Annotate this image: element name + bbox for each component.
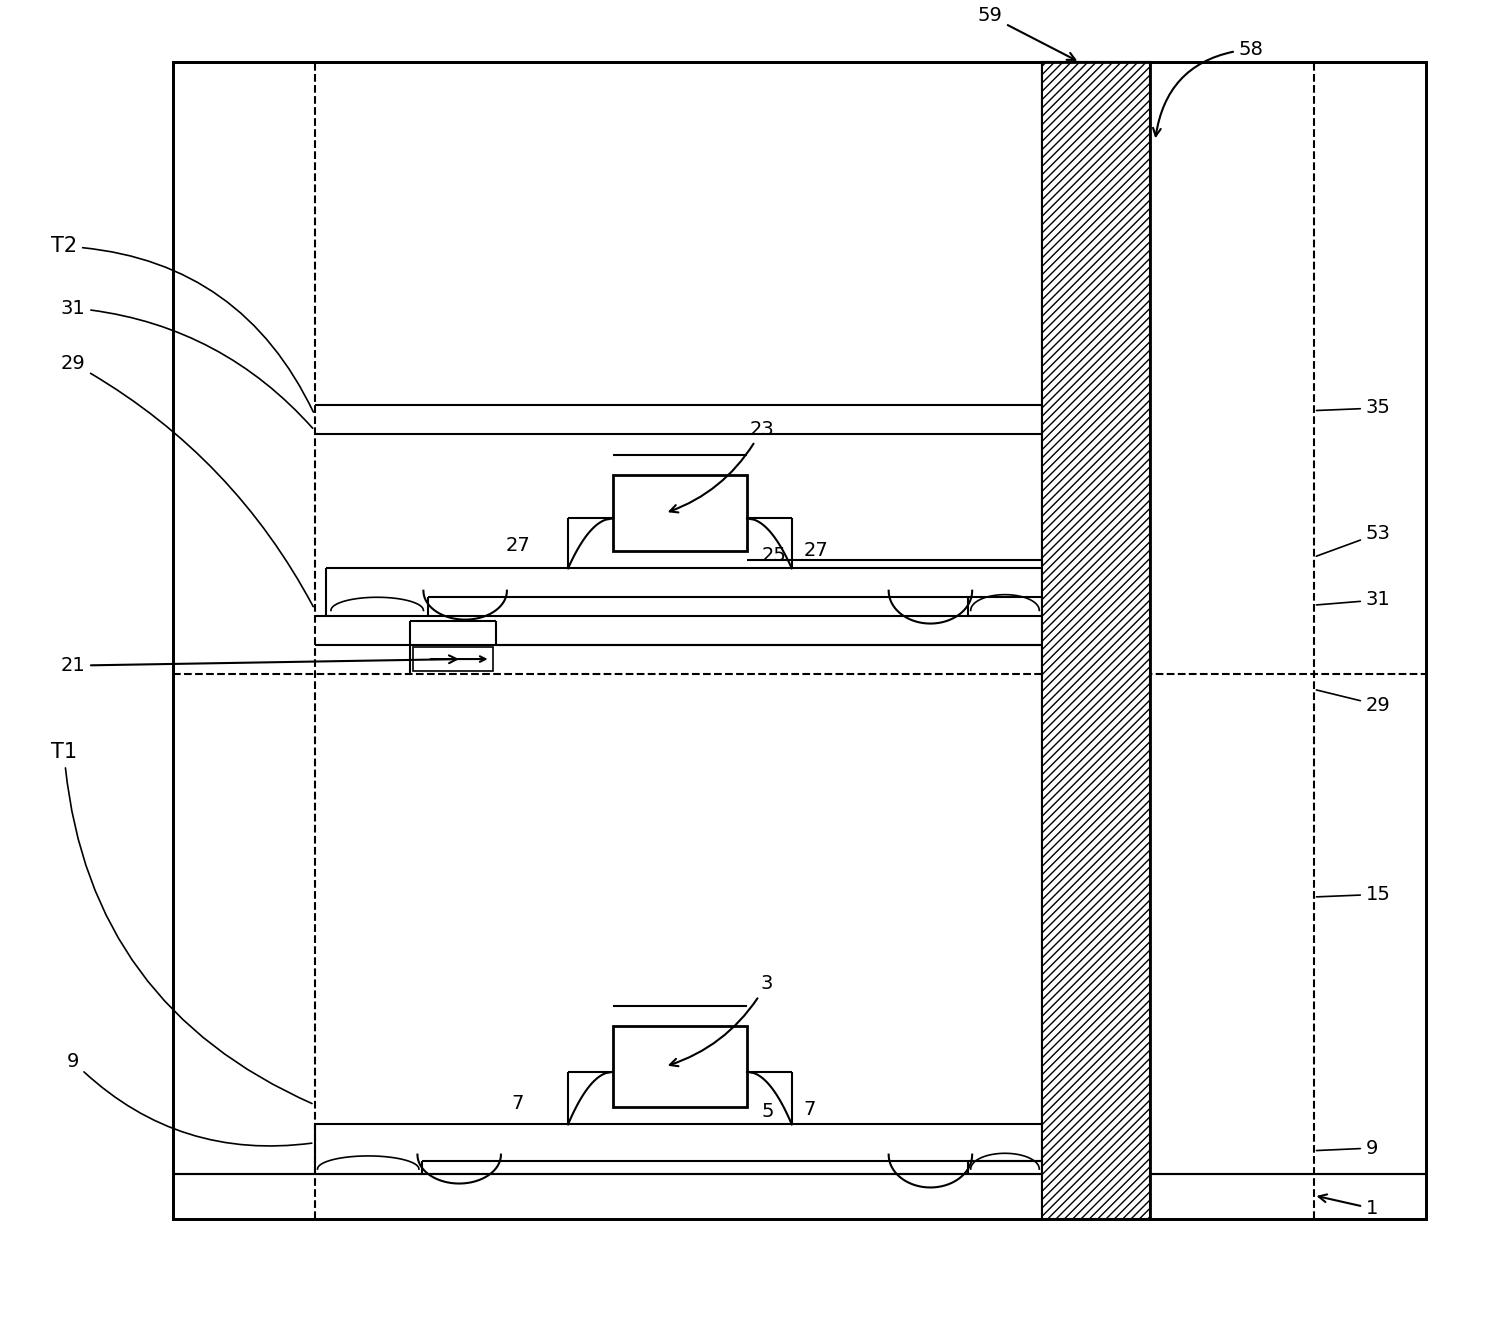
Text: 29: 29 xyxy=(1316,690,1391,715)
Text: 31: 31 xyxy=(1316,591,1391,609)
Bar xyxy=(1043,62,1149,1219)
Text: 3: 3 xyxy=(669,975,772,1066)
Bar xyxy=(173,62,1425,1219)
Bar xyxy=(173,62,1425,1219)
Text: T2: T2 xyxy=(51,236,314,412)
Text: 59: 59 xyxy=(977,7,1076,59)
Text: 58: 58 xyxy=(1153,40,1264,136)
Bar xyxy=(613,1026,747,1107)
Text: 23: 23 xyxy=(669,419,774,512)
Text: 29: 29 xyxy=(61,353,314,607)
Text: 7: 7 xyxy=(804,1100,816,1119)
Text: 35: 35 xyxy=(1316,398,1391,418)
Text: 31: 31 xyxy=(61,298,312,429)
Bar xyxy=(613,475,747,551)
Text: 5: 5 xyxy=(762,1101,774,1121)
Text: 1: 1 xyxy=(1319,1195,1379,1217)
Text: 15: 15 xyxy=(1316,885,1391,904)
Bar xyxy=(1043,62,1149,1219)
Text: 53: 53 xyxy=(1316,524,1391,557)
Text: 9: 9 xyxy=(1316,1138,1379,1158)
Text: T1: T1 xyxy=(51,743,312,1104)
Bar xyxy=(412,648,493,671)
Text: 9: 9 xyxy=(67,1051,312,1146)
Text: 21: 21 xyxy=(61,656,457,675)
Text: 27: 27 xyxy=(804,541,828,561)
Text: 27: 27 xyxy=(505,537,530,555)
Text: 25: 25 xyxy=(762,546,787,565)
Text: 7: 7 xyxy=(511,1093,524,1113)
